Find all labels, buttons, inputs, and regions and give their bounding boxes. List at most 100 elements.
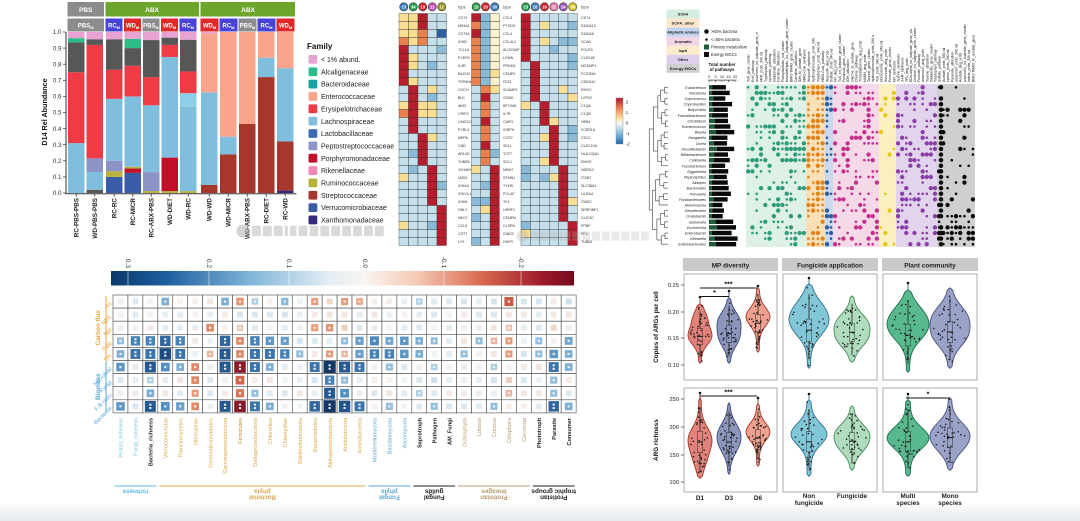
svg-text:ALOX5AP: ALOX5AP — [503, 48, 520, 52]
svg-text:-0.2: -0.2 — [517, 257, 524, 269]
svg-text:Nrf_synthesis: Nrf_synthesis — [892, 61, 896, 82]
svg-text:Pyridoxal_gene_cluster: Pyridoxal_gene_cluster — [842, 45, 846, 82]
svg-text:Saprotroph: Saprotroph — [417, 417, 423, 448]
svg-text:Acetate_deg_prots: Acetate_deg_prots — [959, 52, 963, 82]
svg-text:SELL: SELL — [503, 144, 512, 148]
svg-text:S100A8: S100A8 — [581, 32, 594, 36]
svg-text:HEB4: HEB4 — [581, 120, 590, 124]
svg-text:CD74: CD74 — [581, 16, 590, 20]
svg-text:TPL_deg_prots: TPL_deg_prots — [905, 58, 909, 82]
svg-text:Other: Other — [678, 57, 689, 62]
svg-text:type: type — [503, 5, 512, 10]
svg-text:11: 11 — [430, 4, 435, 9]
svg-text:IL7R: IL7R — [503, 112, 511, 116]
svg-text:Pyruvate_utilization: Pyruvate_utilization — [950, 52, 954, 82]
svg-text:31: 31 — [552, 4, 557, 9]
svg-text:1.0: 1.0 — [53, 29, 62, 36]
svg-text:24: 24 — [561, 4, 566, 9]
svg-text:Eubacterium: Eubacterium — [685, 86, 706, 90]
svg-text:PBS: PBS — [79, 7, 93, 14]
svg-text:Plant community: Plant community — [904, 263, 956, 270]
svg-text:TCL1A: TCL1A — [458, 48, 470, 52]
svg-text:-0.1: -0.1 — [440, 257, 447, 269]
svg-text:TcA_prots_340.nd: TcA_prots_340.nd — [875, 54, 879, 82]
svg-text:UHRF1: UHRF1 — [503, 208, 515, 212]
svg-text:MKI67: MKI67 — [503, 168, 513, 172]
svg-text:TcA_gene_cluster: TcA_gene_cluster — [747, 53, 751, 82]
svg-text:Primary metabolism: Primary metabolism — [711, 45, 748, 50]
svg-text:RC-DIET: RC-DIET — [263, 198, 270, 224]
svg-text:BMO-TMAO_to_acetate_gene: BMO-TMAO_to_acetate_gene — [971, 35, 975, 82]
svg-text:Formate_gene_cluster: Formate_gene_cluster — [888, 46, 892, 82]
svg-text:Pathogen: Pathogen — [432, 417, 438, 443]
svg-text:CD1C: CD1C — [581, 136, 591, 140]
svg-text:Conosa: Conosa — [492, 417, 498, 437]
svg-text:PPBP: PPBP — [581, 224, 591, 228]
svg-text:RHOC: RHOC — [581, 88, 592, 92]
svg-text:28: 28 — [533, 4, 538, 9]
svg-text:ARL4D: ARL4D — [458, 152, 470, 156]
svg-text:TSPAN13: TSPAN13 — [458, 80, 474, 84]
svg-text:Choline_pathway: Choline_pathway — [855, 55, 859, 82]
svg-text:Lachnospiraceae: Lachnospiraceae — [321, 119, 374, 126]
svg-text:CLIC3C: CLIC3C — [581, 216, 594, 220]
svg-text:TCF7: TCF7 — [503, 152, 512, 156]
svg-text:species: species — [896, 500, 920, 507]
svg-text:Coprococcus: Coprococcus — [684, 97, 706, 101]
svg-text:Collinsella: Collinsella — [689, 159, 706, 163]
svg-text:PBSM: PBSM — [78, 24, 94, 31]
svg-text:0.4: 0.4 — [53, 126, 62, 133]
svg-text:S100A12: S100A12 — [581, 24, 596, 28]
svg-text:MCEMP1: MCEMP1 — [581, 64, 596, 68]
svg-text:3-HP_synthesis: 3-HP_synthesis — [901, 57, 905, 82]
svg-text:15: 15 — [474, 4, 479, 9]
svg-text:Peptostreptococcaceae: Peptostreptococcaceae — [321, 143, 394, 150]
svg-text:LYPD2: LYPD2 — [581, 96, 592, 100]
svg-text:Gammaproteobacteria: Gammaproteobacteria — [223, 417, 229, 474]
svg-text:FCER2: FCER2 — [458, 56, 470, 60]
svg-text:RCM: RCM — [222, 24, 235, 31]
svg-text:Glycine_to_acetate_gene: Glycine_to_acetate_gene — [850, 42, 854, 82]
svg-text:Taurine_synthesis: Taurine_synthesis — [897, 54, 901, 82]
svg-text:Tryptophan_prots_340.nd: Tryptophan_prots_340.nd — [816, 42, 820, 82]
svg-text:pyruvate_pathway: pyruvate_pathway — [768, 53, 772, 82]
svg-text:WDM: WDM — [203, 24, 217, 31]
svg-text:PCLAF: PCLAF — [503, 192, 515, 196]
svg-text:Deltaproteobacteria: Deltaproteobacteria — [253, 417, 259, 467]
svg-text:0.10: 0.10 — [668, 363, 679, 369]
svg-text:15: 15 — [726, 75, 730, 79]
svg-text:EcN_pathway: EcN_pathway — [751, 60, 755, 82]
svg-text:Butyrivibrio: Butyrivibrio — [688, 108, 706, 112]
svg-text:Mortierellomycota: Mortierellomycota — [373, 417, 379, 462]
svg-text:LINC01781: LINC01781 — [458, 120, 476, 124]
svg-text:0.1: 0.1 — [53, 174, 62, 181]
svg-text:MP diversity: MP diversity — [712, 263, 750, 270]
svg-text:Gemmatimonadetes: Gemmatimonadetes — [208, 418, 214, 469]
svg-text:CCL4L2: CCL4L2 — [503, 40, 516, 44]
svg-text:30: 30 — [492, 4, 497, 9]
svg-text:ARG richness: ARG richness — [653, 419, 660, 461]
svg-text:RC-MICR: RC-MICR — [130, 198, 137, 226]
svg-text:Energy MGCs: Energy MGCs — [711, 52, 737, 57]
svg-text:34: 34 — [570, 4, 575, 9]
svg-text:ABX: ABX — [145, 7, 159, 14]
svg-text:Porphyromonadaceae: Porphyromonadaceae — [321, 156, 390, 163]
svg-text:10: 10 — [420, 4, 425, 9]
svg-text:Escherichia: Escherichia — [687, 226, 706, 230]
svg-text:Multi: Multi — [901, 493, 916, 500]
svg-text:PF4: PF4 — [581, 232, 588, 236]
svg-text:of pathways: of pathways — [710, 67, 735, 72]
svg-text:Basidiomycota: Basidiomycota — [388, 417, 394, 454]
svg-text:ITGB7: ITGB7 — [581, 176, 591, 180]
svg-text:Taurine_gene_cluster: Taurine_gene_cluster — [867, 48, 871, 82]
svg-text:Acetate_prots_360.nd: Acetate_prots_360.nd — [942, 48, 946, 82]
svg-text:IGRPH: IGRPH — [503, 128, 515, 132]
svg-text:species: species — [938, 500, 962, 507]
svg-text:Nrf_deg_prots: Nrf_deg_prots — [834, 60, 838, 82]
svg-text:Ciliophora: Ciliophora — [507, 417, 513, 443]
svg-text:0.9: 0.9 — [53, 45, 62, 52]
svg-text:23: 23 — [523, 4, 528, 9]
svg-text:0.2: 0.2 — [53, 158, 62, 165]
svg-text:IspA: IspA — [679, 48, 688, 53]
svg-text:Formate_pathway: Formate_pathway — [917, 54, 921, 82]
